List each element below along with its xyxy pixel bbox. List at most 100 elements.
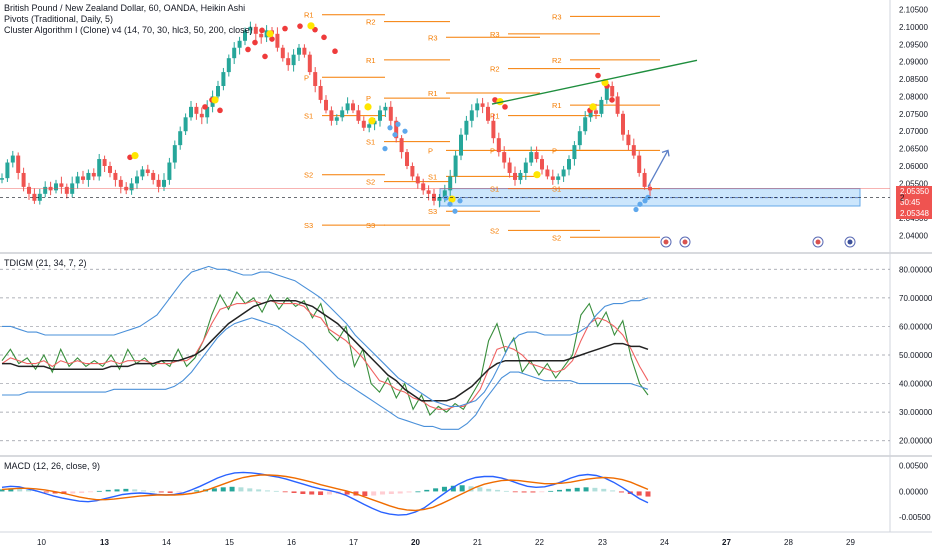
candle-body [415,176,420,184]
candle-body [167,162,172,180]
macd-histogram-bar [0,489,5,492]
cluster-buy-dot [443,195,449,201]
candle-body [259,33,264,38]
candle-body [253,26,258,34]
candle-body [459,134,463,156]
countdown-badge-bg [896,197,932,208]
candle-body [356,110,361,121]
macd-histogram-bar [220,487,226,492]
pivot-label: S2 [304,171,313,180]
candle-body [199,113,204,118]
candle-body [21,172,26,187]
cluster-signal-dot [364,103,372,111]
macd-legend[interactable]: MACD (12, 26, close, 9) [4,461,101,471]
event-icon-dot [663,239,669,245]
candle-body [16,155,21,173]
cluster-signal-dot [266,30,274,38]
macd-histogram-bar [539,491,545,493]
pivot-label: R1 [428,89,438,98]
candle-body [318,86,323,100]
candle-body [75,176,80,184]
candle-body [480,103,485,107]
candle-body [340,110,345,118]
pivot-label: R1 [552,101,562,110]
pivots-legend[interactable]: Pivots (Traditional, Daily, 5) [4,14,114,24]
price-tick-label: 2.10000 [899,23,928,32]
candle-body [621,113,625,135]
time-tick-label: 22 [535,538,544,547]
time-tick-label: 28 [784,538,793,547]
cluster-buy-dot [395,121,401,127]
candle-body [97,159,102,177]
pivot-label: P [366,94,371,103]
macd-histogram-bar [636,491,642,496]
cluster-legend[interactable]: Cluster Algorithm I (Clone) v4 (14, 70, … [4,25,253,35]
cluster-signal-dot [307,22,315,30]
time-tick-label: 10 [37,538,46,547]
candle-body [502,152,507,163]
candle-body [394,120,399,139]
macd-histogram-bar [380,491,386,495]
candle-body [0,178,4,180]
candle-body [378,110,382,121]
candle-body [464,120,469,135]
macd-histogram-bar [326,491,332,495]
candle-body [140,169,145,177]
cluster-sell-dot [609,97,615,103]
candle-body [534,152,539,160]
countdown-badge: 30:45 [900,198,921,207]
tdi-upper-band [2,265,649,407]
price-tick-label: 2.09000 [899,58,928,67]
candle-body [54,183,58,191]
candle-body [361,120,366,128]
macd-histogram-bar [565,488,571,492]
macd-histogram-bar [583,487,589,492]
macd-histogram-bar [149,491,155,493]
macd-signal-line [1,474,649,512]
macd-histogram-bar [495,489,501,492]
candle-body [162,179,166,187]
cluster-buy-dot [392,132,398,138]
time-tick-label: 13 [100,538,109,547]
macd-histogram-bar [114,489,120,492]
macd-histogram-bar [141,490,147,492]
macd-histogram-bar [477,487,483,492]
cluster-signal-dot [589,103,597,111]
macd-histogram-bar [52,491,58,494]
candle-body [426,190,431,194]
macd-histogram-bar [548,490,554,492]
macd-histogram-bar [645,491,651,497]
cluster-sell-dot [282,25,288,32]
cluster-sell-dot [297,23,303,29]
candle-body [345,103,350,111]
pivot-label: R2 [490,65,500,74]
macd-histogram-bar [592,487,598,492]
pivot-label: S2 [490,226,499,235]
last-price-badge-bg [896,186,932,197]
macd-histogram-bar [79,491,85,493]
macd-histogram-bar [415,491,421,493]
candle-body [540,159,544,170]
macd-histogram-bar [574,487,580,492]
tdigm-legend[interactable]: TDIGM (21, 34, 7, 2) [4,258,87,268]
macd-histogram-bar [256,489,262,492]
macd-histogram-bar [132,489,138,492]
candle-body [27,186,31,194]
candle-body [248,26,253,31]
macd-histogram-bar [264,490,270,492]
macd-tick-label: -0.00500 [899,513,931,522]
pivot-label: R2 [366,18,376,27]
pivot-label: P [552,146,557,155]
candle-body [32,193,37,201]
tdi-rsi-line [1,291,649,416]
candle-body [469,110,474,121]
candle-body [550,176,555,180]
candle-body [475,103,480,111]
candle-body [81,176,85,180]
candle-body [37,193,42,201]
symbol-title[interactable]: British Pound / New Zealand Dollar, 60, … [4,3,246,13]
macd-histogram-bar [8,488,14,492]
